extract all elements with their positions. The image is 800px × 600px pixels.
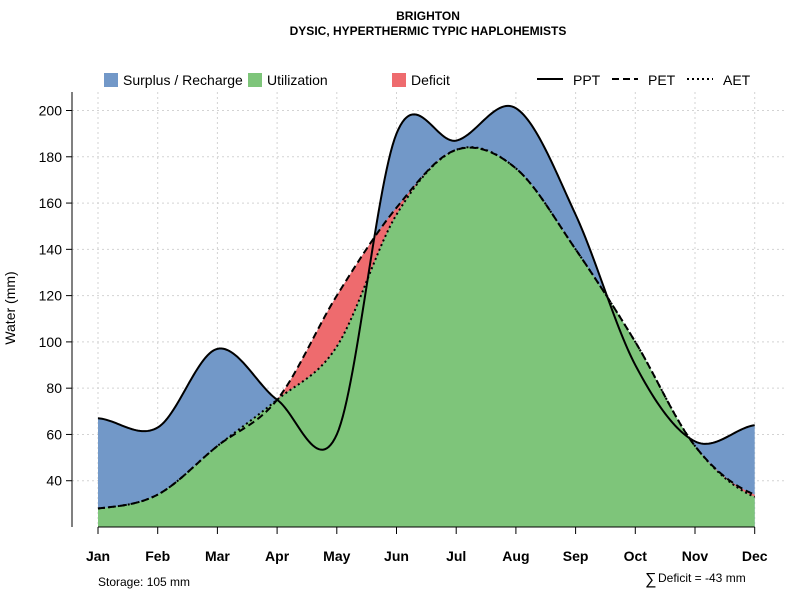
legend-swatch-utilization [248,73,262,87]
x-tick-label: Sep [563,548,589,564]
x-tick-label: Dec [742,548,768,564]
ppt-line [97,104,755,451]
axes: 40 60 80 100 120 140 160 180 200 Jan Feb Mar Apr May J… [39,92,768,564]
y-tick-label: 100 [39,334,63,350]
y-tick-label: 200 [39,103,63,119]
aet-line [97,146,756,510]
area-layer [98,105,755,528]
x-tick-label: Nov [682,548,709,564]
x-tick-label: Jul [446,548,466,564]
x-tick-label: Jun [384,548,409,564]
x-tick-label: Apr [265,548,290,564]
x-tick-label: Jan [86,548,110,564]
chart-title: BRIGHTON [396,9,460,23]
legend-label-ppt: PPT [573,72,601,88]
legend-swatch-deficit [392,73,406,87]
legend-label-surplus: Surplus / Recharge [123,72,243,88]
y-tick-label: 160 [39,195,63,211]
legend-label-aet: AET [723,72,751,88]
utilization-area [98,147,755,527]
x-tick-label: Feb [145,548,170,564]
x-tick-label: May [323,548,350,564]
y-tick-label: 40 [46,473,62,489]
legend-label-deficit: Deficit [411,72,450,88]
deficit-total-label: Deficit = -43 mm [658,571,746,585]
chart-subtitle: DYSIC, HYPERTHERMIC TYPIC HAPLOHEMISTS [290,24,567,38]
x-tick-label: Oct [624,548,648,564]
y-tick-label: 60 [46,426,62,442]
y-axis-label: Water (mm) [2,271,18,344]
y-tick-label: 180 [39,149,63,165]
legend-swatch-surplus [104,73,118,87]
x-tick-label: Aug [502,548,529,564]
legend: Surplus / Recharge Utilization Deficit P… [104,72,751,88]
x-tick-label: Mar [205,548,230,564]
y-tick-label: 140 [39,241,63,257]
y-tick-label: 120 [39,288,63,304]
storage-label: Storage: 105 mm [98,575,190,589]
sum-symbol: ∑ [645,571,656,588]
legend-label-utilization: Utilization [267,72,328,88]
line-layer [97,104,756,510]
legend-label-pet: PET [648,72,676,88]
y-tick-label: 80 [46,380,62,396]
